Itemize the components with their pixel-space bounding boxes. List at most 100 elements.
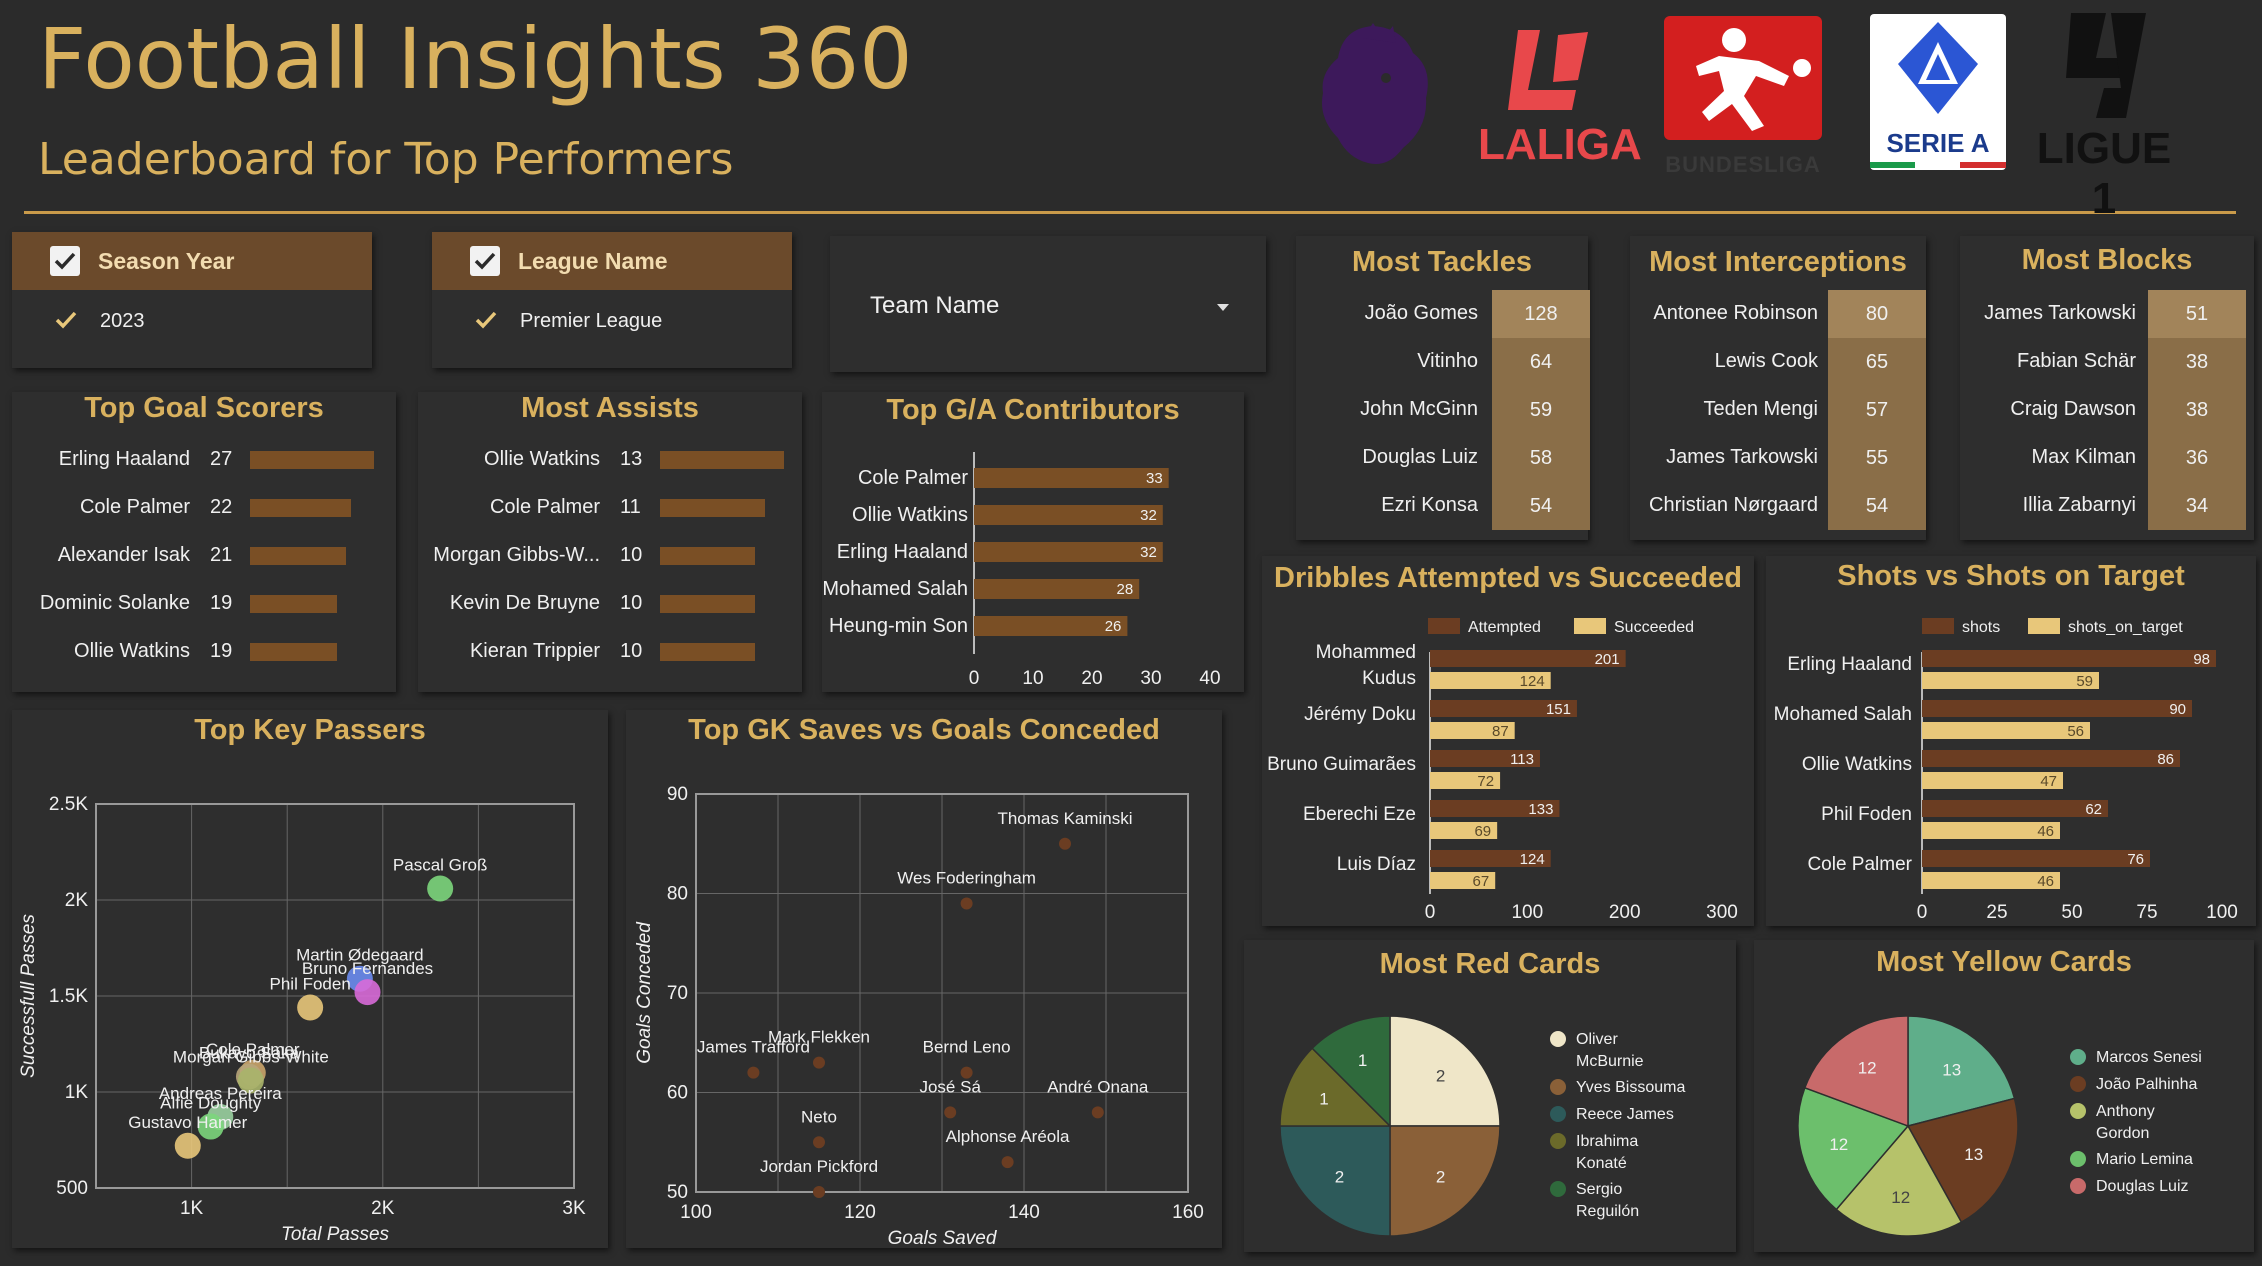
plot-frame (695, 793, 1189, 1193)
legend-label: shots (1962, 619, 2000, 636)
bar-data-label: 90 (2169, 701, 2186, 718)
page-subtitle: Leaderboard for Top Performers (38, 134, 734, 185)
leader-bar (250, 643, 338, 661)
point-label: Morgan Gibbs-White (173, 1047, 329, 1066)
ga-contributors-chart: Cole Palmer 33 Ollie Watkins 32 Erling Haala… (822, 452, 1221, 689)
series-bar (1430, 700, 1577, 717)
table-row-name: Max Kilman (2031, 446, 2136, 468)
most-tackles-panel: Most Tackles João Gomes 128 Vitinho 64 John … (1296, 236, 1590, 540)
scatter-point (1091, 1106, 1104, 1119)
legend-marker (1550, 1106, 1566, 1122)
season-option-2023[interactable]: 2023 (100, 310, 145, 332)
gk-chart: 100 120 140 160 50 60 70 80 90 Goals Saved Goals C… (634, 784, 1204, 1248)
table-row-name: John McGinn (1360, 398, 1478, 420)
bar-data-label: 133 (1528, 801, 1553, 818)
series-bar (1922, 700, 2192, 717)
x-tick-label: 120 (844, 1202, 876, 1223)
point-label: Neto (801, 1107, 837, 1126)
league-premier-checkbox[interactable] (472, 306, 500, 334)
series-bar (1430, 650, 1626, 667)
chevron-down-icon[interactable] (1216, 300, 1230, 318)
table-row-value: 36 (2148, 434, 2246, 482)
season-year-filter[interactable]: Season Year 2023 (12, 232, 372, 368)
y-axis-label: Goals Conceded (634, 921, 655, 1064)
legend-label: Reece James (1576, 1106, 1674, 1123)
leader-value: 10 (620, 640, 643, 662)
table-row-value: 80 (1828, 290, 1926, 338)
bar-data-label: 201 (1595, 651, 1620, 668)
category-label: Phil Foden (1821, 804, 1912, 825)
x-tick-label: 2K (371, 1198, 395, 1219)
pie-slice-label: 12 (1829, 1135, 1848, 1154)
legend-label: Yves Bissouma (1576, 1079, 1685, 1096)
ga-category-label: Heung-min Son (829, 615, 968, 637)
leader-bar (660, 595, 756, 613)
legend-swatch (1428, 618, 1460, 634)
bar-data-label: 87 (1492, 723, 1509, 740)
table-row-name: João Gomes (1364, 302, 1478, 324)
scatter-point (944, 1106, 957, 1119)
dribbles-chart: Attempted Succeeded Mohammed Kudus 201 124 Jér… (1267, 618, 1738, 923)
series-bar (1430, 872, 1496, 889)
scatter-point (197, 1113, 224, 1140)
scatter-point (747, 1066, 760, 1079)
leader-value: 10 (620, 544, 643, 566)
leader-bar (660, 451, 784, 469)
series-bar (1922, 750, 2180, 767)
ga-category-label: Erling Haaland (837, 541, 968, 563)
bar-data-label: 47 (2040, 773, 2057, 790)
gk-title: Top GK Saves vs Goals Conceded (688, 714, 1160, 746)
table-row-value: 64 (1492, 338, 1590, 386)
table-row-value: 54 (1492, 482, 1590, 530)
y-tick-label: 500 (56, 1178, 88, 1199)
season-2023-checkbox[interactable] (52, 306, 80, 334)
scatter-point (427, 875, 454, 902)
category-label: Kudus (1362, 668, 1416, 689)
ga-category-label: Ollie Watkins (852, 504, 968, 526)
ga-x-tick-label: 40 (1199, 668, 1220, 689)
table-row-value: 38 (2148, 338, 2246, 386)
season-select-all-checkbox[interactable] (50, 246, 80, 276)
point-label: Alfie Doughty (160, 1094, 262, 1113)
legend-label: João Palhinha (2096, 1076, 2198, 1093)
scatter-point (174, 1132, 201, 1159)
bar-data-label: 124 (1520, 673, 1545, 690)
series-bar (1430, 772, 1501, 789)
laliga-logo-text: LALIGA (1478, 120, 1642, 169)
bar-data-label: 69 (1474, 823, 1491, 840)
pie-slice (1279, 1125, 1391, 1237)
legend-marker (1550, 1133, 1566, 1149)
legend-label: Douglas Luiz (2096, 1178, 2189, 1195)
bar-data-label: 98 (2193, 651, 2210, 668)
most-assists-panel: Most Assists Ollie Watkins 13 Cole Palmer 1… (418, 392, 802, 692)
category-label: Eberechi Eze (1303, 804, 1416, 825)
point-label: André Onana (1047, 1077, 1149, 1096)
league-name-filter[interactable]: League Name Premier League (432, 232, 792, 368)
point-label: Wes Foderingham (897, 868, 1036, 887)
category-label: Mohammed (1316, 642, 1416, 663)
x-tick-label: 200 (1609, 902, 1641, 923)
league-option-premier[interactable]: Premier League (520, 310, 663, 332)
series-bar (1922, 800, 2108, 817)
yellow-cards-chart: 13 13 12 12 12 Marcos Senesi João Palhinha Anth… (1797, 1015, 2202, 1237)
table-row-value: 128 (1492, 290, 1590, 338)
category-label: Ollie Watkins (1802, 754, 1912, 775)
x-tick-label: 100 (680, 1202, 712, 1223)
team-name-dropdown[interactable]: Team Name (830, 236, 1266, 372)
gk-panel: Top GK Saves vs Goals Conceded 100 120 140… (626, 710, 1222, 1248)
leader-bar (250, 451, 374, 469)
key-passers-panel: Top Key Passers 1K 2K 3K 500 1K 1.5K 2K 2.5K Tot… (12, 710, 608, 1248)
series-bar (1922, 672, 2099, 689)
pie-slice-label: 13 (1942, 1060, 1961, 1079)
legend-swatch (1922, 618, 1954, 634)
shots-title: Shots vs Shots on Target (1837, 560, 2185, 592)
x-tick-label: 140 (1008, 1202, 1040, 1223)
series-bar (1430, 850, 1551, 867)
league-select-all-checkbox[interactable] (470, 246, 500, 276)
table-row-name: James Tarkowski (1984, 302, 2136, 324)
pie-slice (1907, 1015, 2016, 1127)
series-bar (1922, 872, 2060, 889)
most-blocks-title: Most Blocks (2021, 244, 2193, 276)
leader-bar (250, 547, 347, 565)
y-tick-label: 70 (667, 983, 688, 1004)
